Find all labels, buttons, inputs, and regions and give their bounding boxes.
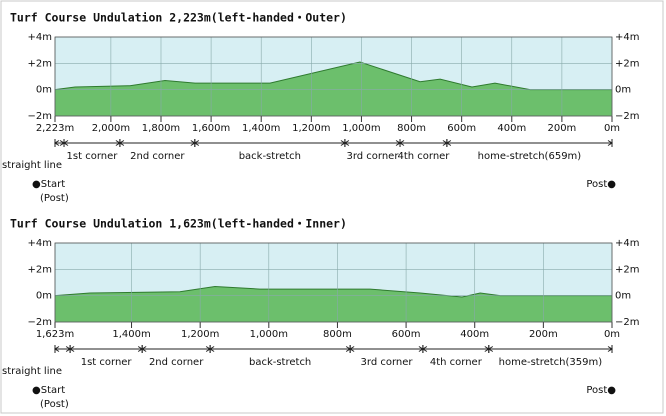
y-tick-label: −2m <box>28 317 52 328</box>
x-tick-label: 1,600m <box>192 123 230 134</box>
arrow-head <box>399 140 405 146</box>
start-note: (Post) <box>40 399 69 410</box>
arrow-head <box>607 140 613 146</box>
chart-title: Turf Course Undulation 1,623m(left-hande… <box>10 217 347 231</box>
x-tick-label: 1,800m <box>142 123 180 134</box>
arrow-head <box>209 346 215 352</box>
section-label: 2nd corner <box>130 151 185 162</box>
arrow-head <box>54 140 60 146</box>
y-tick-label: −2m <box>28 111 52 122</box>
x-tick-label: 1,000m <box>250 329 288 340</box>
section-label: 4th corner <box>397 151 450 162</box>
arrow-head <box>445 140 452 146</box>
x-tick-label: 1,623m <box>36 329 74 340</box>
y-tick-label-right: +2m <box>615 58 639 69</box>
x-tick-label: 400m <box>460 329 489 340</box>
arrow-head <box>343 140 350 146</box>
arrow-head <box>193 140 200 146</box>
x-tick-label: 0m <box>604 329 620 340</box>
arrow-head <box>487 346 494 352</box>
area <box>55 286 612 322</box>
y-tick-label-right: +4m <box>615 32 639 43</box>
y-tick-label: 0m <box>36 291 52 302</box>
section-label: back-stretch <box>249 357 311 368</box>
x-tick-label: 0m <box>604 123 620 134</box>
start-label: ●Start <box>32 385 65 396</box>
area <box>55 62 612 116</box>
profile-line <box>54 285 612 298</box>
arrow-head <box>69 346 75 352</box>
y-tick-label: +4m <box>28 238 52 249</box>
y-tick-label-right: −2m <box>615 317 639 328</box>
arrow-head <box>349 346 355 352</box>
arrow-head <box>607 346 613 352</box>
section-label: straight line <box>2 160 62 171</box>
section-label: 3rd corner <box>346 151 399 162</box>
section-label: back-stretch <box>239 151 301 162</box>
arrow-head <box>63 140 69 146</box>
post-label: Post● <box>586 385 616 396</box>
start-note: (Post) <box>40 193 69 204</box>
section-label: 1st corner <box>81 357 133 368</box>
y-tick-label-right: 0m <box>615 291 631 302</box>
plot-frame <box>54 36 613 117</box>
y-tick-label-right: +4m <box>615 238 639 249</box>
section-label: 3rd corner <box>361 357 414 368</box>
y-tick-label-right: −2m <box>615 111 639 122</box>
section-label: straight line <box>2 366 62 377</box>
plot-frame <box>54 242 613 323</box>
y-tick-label: +2m <box>28 58 52 69</box>
x-tick-label: 800m <box>323 329 352 340</box>
x-tick-label: 1,200m <box>292 123 330 134</box>
chart-title: Turf Course Undulation 2,223m(left-hande… <box>10 11 347 25</box>
x-tick-label: 200m <box>529 329 558 340</box>
arrow-head <box>421 346 428 352</box>
x-tick-label: 600m <box>447 123 476 134</box>
section-label: home-stretch(359m) <box>499 357 603 368</box>
section-label: 1st corner <box>67 151 119 162</box>
y-tick-label: 0m <box>36 85 52 96</box>
start-label: ●Start <box>32 179 65 190</box>
x-tick-label: 800m <box>397 123 426 134</box>
arrow-head <box>118 140 125 146</box>
y-tick-label: +2m <box>28 264 52 275</box>
arrow-head <box>141 346 147 352</box>
section-label: 2nd corner <box>149 357 204 368</box>
section-label: 4th corner <box>430 357 483 368</box>
x-tick-label: 1,400m <box>242 123 280 134</box>
arrow-head <box>54 346 60 352</box>
x-tick-label: 2,000m <box>92 123 130 134</box>
x-tick-label: 200m <box>547 123 576 134</box>
y-tick-label-right: 0m <box>615 85 631 96</box>
section-label: home-stretch(659m) <box>478 151 582 162</box>
x-tick-label: 600m <box>392 329 421 340</box>
x-tick-label: 1,200m <box>181 329 219 340</box>
x-tick-label: 1,000m <box>342 123 380 134</box>
y-tick-label: +4m <box>28 32 52 43</box>
profile-line <box>54 61 612 91</box>
post-label: Post● <box>586 179 616 190</box>
x-tick-label: 2,223m <box>36 123 74 134</box>
x-tick-label: 1,400m <box>112 329 150 340</box>
y-tick-label-right: +2m <box>615 264 639 275</box>
x-tick-label: 400m <box>497 123 526 134</box>
